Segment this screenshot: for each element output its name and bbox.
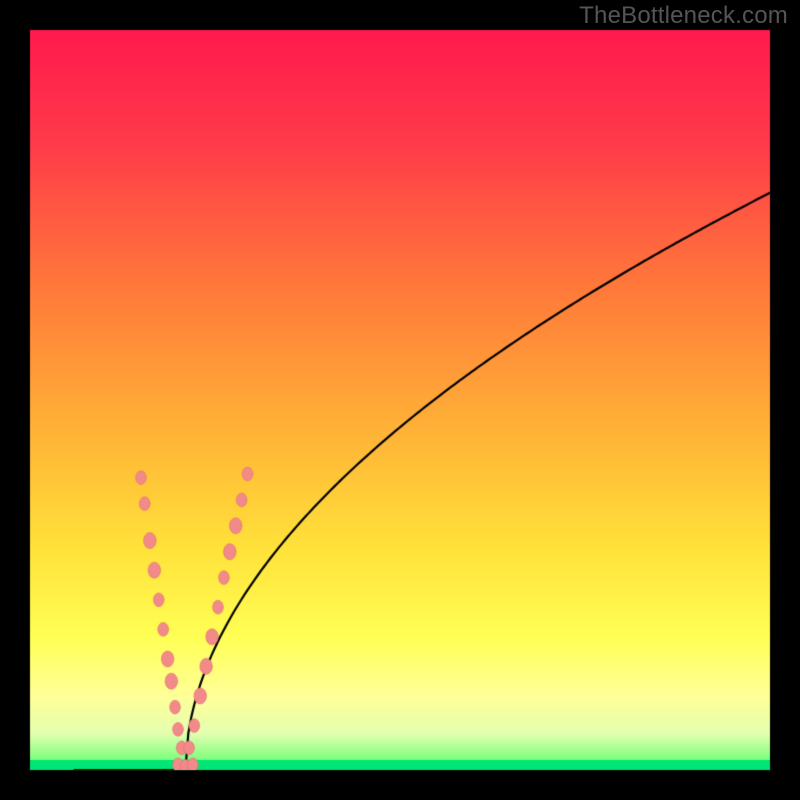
curve-canvas: [0, 0, 800, 800]
chart-stage: TheBottleneck.com: [0, 0, 800, 800]
